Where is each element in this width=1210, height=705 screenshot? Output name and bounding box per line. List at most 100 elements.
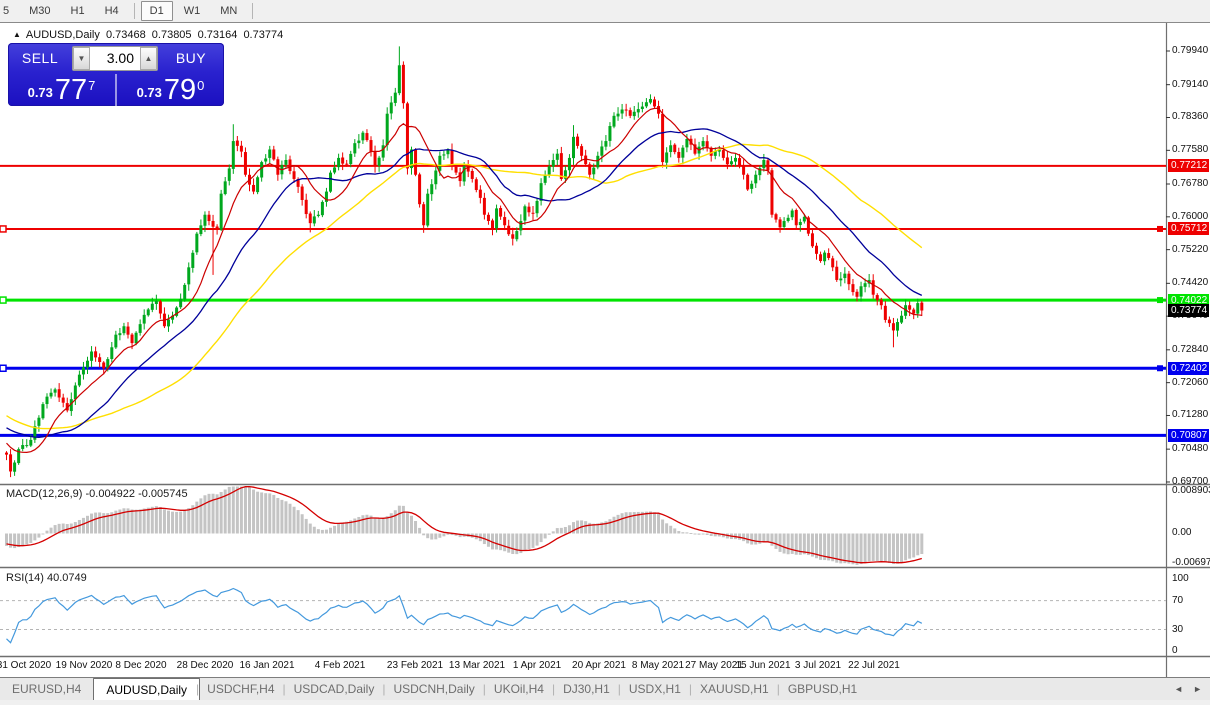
date-axis-label: 31 Oct 2020 xyxy=(0,660,52,671)
tab-divider: | xyxy=(776,682,780,696)
rsi-axis-label: 30 xyxy=(1172,624,1184,635)
price-axis-tick-label: 0.69700 xyxy=(1172,475,1209,487)
collapse-icon[interactable]: ▲ xyxy=(13,30,21,39)
line-left-handle[interactable] xyxy=(0,296,7,304)
timeframe-m30-button[interactable]: M30 xyxy=(29,5,51,17)
toolbar-separator xyxy=(133,3,135,19)
line-right-handle[interactable] xyxy=(1157,365,1163,372)
buy-price-point: 0 xyxy=(197,78,205,93)
chart-tab-usdx-h1[interactable]: USDX,H1 xyxy=(628,682,681,696)
date-axis-label: 8 May 2021 xyxy=(631,660,685,671)
candlestick-series xyxy=(5,46,924,478)
chart-tab-bar: EURUSD,H4 AUDUSD,Daily | USDCHF,H4 | USDCAD,D… xyxy=(0,677,1210,700)
chart-tab-usdcnh-daily[interactable]: USDCNH,Daily xyxy=(393,682,475,696)
ma-mid-line xyxy=(6,128,923,438)
one-click-trading-panel: SELL ▼ ▲ BUY 0.73 77 7 0.73 79 0 xyxy=(8,43,224,106)
chart-tab-audusd-daily[interactable]: AUDUSD,Daily xyxy=(93,677,201,700)
chart-canvas[interactable] xyxy=(0,23,1210,678)
tab-divider: | xyxy=(617,682,621,696)
buy-price-prefix: 0.73 xyxy=(136,85,162,100)
rsi-axis-label: 100 xyxy=(1172,573,1189,584)
current-price-tag: 0.73774 xyxy=(1168,304,1209,317)
ma-slow-line xyxy=(6,143,923,430)
line-price-tag: 0.72402 xyxy=(1168,361,1209,375)
sell-price[interactable]: 0.73 77 7 xyxy=(8,72,115,106)
tab-divider: | xyxy=(688,682,693,696)
chart-tab-usdcad-daily[interactable]: USDCAD,Daily xyxy=(293,682,375,696)
date-axis-label: 15 Jun 2021 xyxy=(735,660,791,671)
rsi-line xyxy=(6,587,923,644)
date-axis-label: 19 Nov 2020 xyxy=(55,660,113,671)
window-bottom-strip xyxy=(0,700,1210,705)
chart-tab-eurusd-h4[interactable]: EURUSD,H4 xyxy=(12,682,82,696)
rsi-label: RSI(14) xyxy=(6,572,44,584)
line-right-handle[interactable] xyxy=(1157,225,1163,232)
date-axis-label: 1 Apr 2021 xyxy=(512,660,562,671)
volume-decrease-button[interactable]: ▼ xyxy=(73,46,90,70)
line-left-handle[interactable] xyxy=(0,225,7,233)
toolbar-separator xyxy=(252,3,254,19)
price-axis-tick-label: 0.76000 xyxy=(1172,210,1209,222)
buy-price-pips: 79 xyxy=(163,74,197,106)
price-axis-tick-label: 0.72060 xyxy=(1172,376,1209,388)
line-right-handle[interactable] xyxy=(1157,297,1163,304)
date-axis-label: 27 May 2021 xyxy=(685,660,743,671)
chart-symbol-period: AUDUSD,Daily xyxy=(25,29,100,41)
buy-button[interactable]: BUY xyxy=(175,49,207,66)
price-axis-tick-label: 0.77580 xyxy=(1172,144,1209,156)
sell-price-point: 7 xyxy=(88,78,96,93)
price-axis-tick-label: 0.70480 xyxy=(1172,443,1209,455)
buy-price[interactable]: 0.73 79 0 xyxy=(117,72,224,106)
ohlc-open: 0.73468 xyxy=(105,29,146,41)
macd-histogram xyxy=(5,486,924,565)
volume-input[interactable] xyxy=(90,46,140,70)
price-axis-tick-label: 0.71280 xyxy=(1172,409,1209,421)
date-axis-label: 23 Feb 2021 xyxy=(386,660,444,671)
volume-increase-button[interactable]: ▲ xyxy=(140,46,157,70)
timeframe-m5-button[interactable]: 5 xyxy=(3,5,10,17)
timeframe-h4-button[interactable]: H4 xyxy=(104,5,119,17)
tab-divider: | xyxy=(482,682,486,696)
macd-axis-label: -0.006977 xyxy=(1172,557,1210,568)
tab-divider: | xyxy=(382,682,386,696)
price-axis-tick-label: 0.79940 xyxy=(1172,45,1209,56)
date-axis-label: 8 Dec 2020 xyxy=(115,660,167,671)
date-axis-label: 20 Apr 2021 xyxy=(572,660,626,671)
macd-signal-value: -0.005745 xyxy=(138,488,188,500)
sell-button[interactable]: SELL xyxy=(21,49,59,66)
macd-header: MACD(12,26,9) -0.004922 -0.005745 xyxy=(6,488,188,500)
timeframe-d1-button[interactable]: D1 xyxy=(140,1,173,21)
chart-tab-dj30-h1[interactable]: DJ30,H1 xyxy=(563,682,610,696)
chart-tab-gbpusd-h1[interactable]: GBPUSD,H1 xyxy=(787,682,858,696)
chart-title: ▲ AUDUSD,Daily 0.73468 0.73805 0.73164 0.… xyxy=(13,29,286,41)
timeframe-h1-button[interactable]: H1 xyxy=(70,5,85,17)
line-left-handle[interactable] xyxy=(0,364,7,373)
chart-tab-usdchf-h4[interactable]: USDCHF,H4 xyxy=(207,682,275,696)
tab-divider: | xyxy=(282,682,286,696)
price-axis-tick-label: 0.76780 xyxy=(1172,177,1209,189)
date-axis-label: 16 Jan 2021 xyxy=(239,660,295,671)
ohlc-low: 0.73164 xyxy=(197,29,238,41)
date-axis-label: 3 Jul 2021 xyxy=(794,660,842,671)
macd-signal-line xyxy=(6,485,922,564)
chart-tab-ukoil-h4[interactable]: UKOil,H4 xyxy=(493,682,544,696)
price-axis-tick-label: 0.72840 xyxy=(1172,343,1209,355)
volume-spinner: ▼ ▲ xyxy=(72,45,158,71)
tab-scroll-left-icon[interactable]: ◄ xyxy=(1174,684,1184,694)
tab-scroll-right-icon[interactable]: ► xyxy=(1193,684,1202,694)
rsi-value: 40.0749 xyxy=(46,572,87,584)
line-price-tag: 0.75712 xyxy=(1168,222,1209,236)
ohlc-close: 0.73774 xyxy=(243,29,284,41)
tab-divider: | xyxy=(551,682,556,696)
date-axis-label: 28 Dec 2020 xyxy=(176,660,234,671)
price-axis-tick-label: 0.78360 xyxy=(1172,111,1209,123)
rsi-axis-label: 0 xyxy=(1172,645,1178,656)
line-price-tag: 0.77212 xyxy=(1168,159,1209,173)
date-axis-label: 4 Feb 2021 xyxy=(314,660,366,671)
price-axis-tick-label: 0.79140 xyxy=(1172,78,1209,90)
chart-tab-xauusd-h1[interactable]: XAUUSD,H1 xyxy=(700,682,769,696)
timeframe-mn-button[interactable]: MN xyxy=(220,5,238,17)
date-axis-label: 13 Mar 2021 xyxy=(448,660,506,671)
macd-axis-label: 0.00 xyxy=(1172,527,1192,538)
timeframe-w1-button[interactable]: W1 xyxy=(183,5,201,17)
